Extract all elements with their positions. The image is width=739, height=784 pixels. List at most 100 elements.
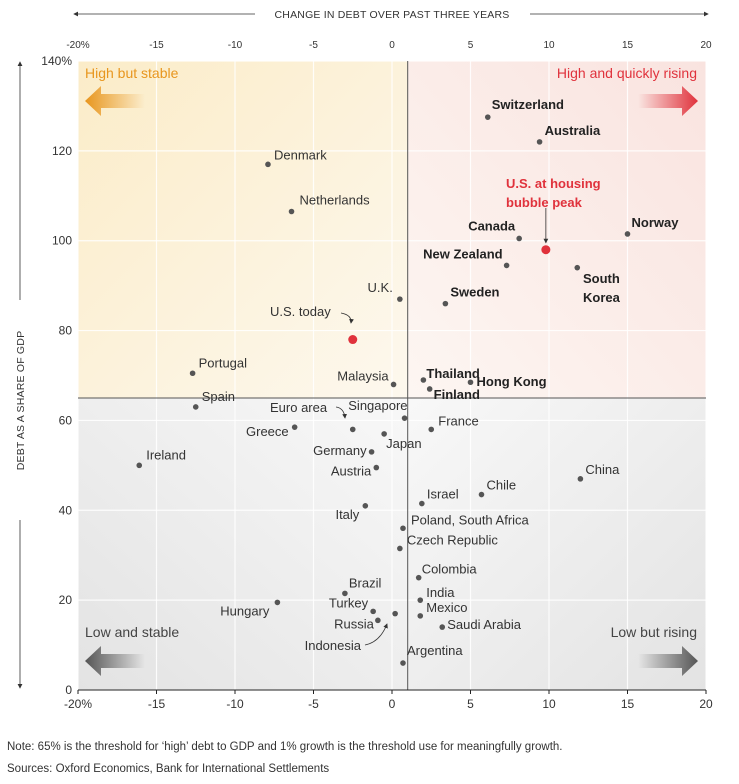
data-point [392,610,398,617]
data-point [428,426,435,433]
data-point [192,404,199,410]
data-label: Canada [468,218,516,233]
x-tick-label-top: -15 [149,40,164,51]
data-label: U.S. today [270,304,331,319]
data-point [342,590,348,597]
x-tick-label-bottom: 20 [699,697,713,711]
data-label: Mexico [426,600,467,615]
data-point [426,386,433,392]
arrow-left-orange-icon [85,86,145,116]
data-label: France [438,413,478,428]
x-tick-label-top: -10 [228,40,243,51]
axes: -20% -20% -15 -15 -10 -10 -5 -5 0 0 5 5 10 10 15 15 20 20… [15,9,713,711]
x-tick-label-bottom: -5 [308,697,319,711]
data-point [397,296,403,302]
x-tick-label-top: 10 [543,40,555,51]
data-point [541,245,551,255]
data-point [136,462,143,469]
y-tick-label: 120 [52,144,72,158]
data-label: U.K. [368,280,393,295]
x-tick-label-top: -5 [309,40,318,51]
y-tick-label: 20 [59,593,73,607]
quadrant-backgrounds [78,61,706,690]
data-point [373,464,380,471]
data-label: Colombia [422,562,478,577]
data-point [439,624,446,630]
annotation-arrow [340,312,354,324]
data-point [390,381,397,388]
data-label: Indonesia [305,638,362,653]
data-point [349,426,356,433]
x-tick-label-bottom: 15 [621,697,635,711]
quadrant-label-high-stable: High but stable [85,65,179,81]
data-point [624,231,631,237]
data-label: Malaysia [337,368,389,383]
scatter-chart: -20% -20% -15 -15 -10 -10 -5 -5 0 0 5 5 10 10 15 15 20 20… [15,9,713,711]
quadrant-high-rising [407,61,706,398]
data-label: Brazil [349,575,382,590]
data-label: Turkey [329,595,369,610]
quadrant-high-stable [78,61,408,398]
data-label: South Korea [583,271,621,305]
data-label: Portugal [199,355,248,370]
data-point [417,613,424,619]
x-tick-label-top: 0 [389,40,395,51]
footnote: Note: 65% is the threshold for ‘high’ de… [7,741,563,753]
quadrant-label-low-rising: Low but rising [611,624,697,640]
data-label: China [585,462,620,477]
data-point [362,502,369,509]
data-label: Japan [386,436,421,451]
data-label: Thailand [426,366,480,381]
data-label: Australia [545,123,601,138]
threshold-lines [78,61,706,690]
x-tick-label-top: 15 [622,40,634,51]
data-label: Denmark [274,147,327,162]
data-point [574,264,581,271]
y-tick-label: 80 [59,324,73,338]
x-tick-label-bottom: -10 [226,697,244,711]
x-tick-label-bottom: 0 [389,697,396,711]
data-label: Argentina [407,643,463,658]
data-label: Netherlands [300,193,371,208]
data-label: Spain [202,389,235,404]
data-point [348,335,358,345]
data-label: Ireland [146,447,186,462]
annotation-arrow [335,406,347,419]
data-point [417,597,424,603]
data-label: Poland, South Africa [411,512,530,527]
quadrant-low-rising [407,397,706,690]
data-point [189,370,196,377]
data-label: Hong Kong [477,374,547,389]
data-point [415,574,422,581]
data-label: Greece [246,424,289,439]
data-label: Chile [486,478,516,493]
data-label: Israel [427,487,459,502]
data-point [381,431,387,437]
data-label: Russia [334,616,375,631]
x-tick-label-top: 5 [468,40,474,51]
data-label: Sweden [450,285,499,300]
data-label: Euro area [270,400,328,415]
data-label: Singapore [348,398,407,413]
y-tick-label: 100 [52,234,72,248]
data-point [370,608,376,615]
data-label: Italy [335,507,359,522]
x-tick-label-bottom: -15 [148,697,166,711]
y-tick-label: 140% [41,54,72,68]
data-point [401,415,408,421]
quadrant-label-low-stable: Low and stable [85,624,179,640]
arrow-right-red-icon [638,86,698,116]
data-point [420,377,427,383]
data-point [368,449,375,455]
data-point [419,500,425,507]
data-label: Germany [313,443,367,458]
y-axis-title: DEBT AS A SHARE OF GDP [15,331,27,471]
quadrant-labels: High but stable High and quickly rising Lo… [85,65,698,676]
quadrant-low-stable [78,397,408,690]
x-tick-label-bottom: 5 [467,697,474,711]
data-point [536,139,543,145]
x-tick-label-top: 20 [700,40,712,51]
data-point [503,262,510,269]
data-point [442,300,449,307]
x-tick-label-bottom: -20% [64,697,92,711]
